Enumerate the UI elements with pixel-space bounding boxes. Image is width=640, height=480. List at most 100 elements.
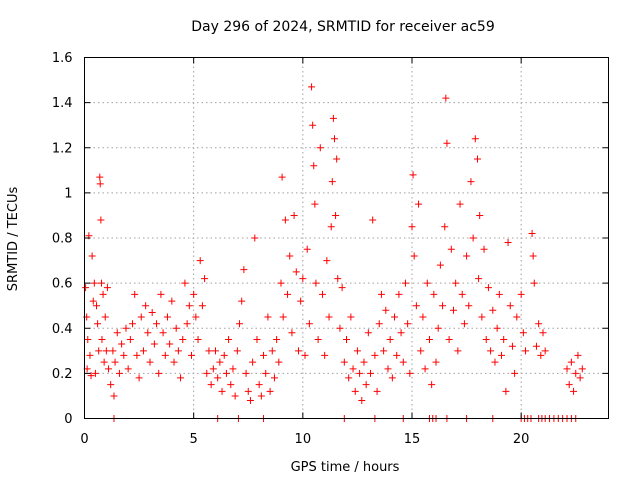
data-point (447, 245, 455, 253)
data-point (578, 365, 586, 373)
data-point (203, 369, 211, 377)
data-point (332, 211, 340, 219)
x-tick-label: 20 (513, 432, 530, 447)
data-point (380, 347, 388, 355)
data-point (111, 358, 119, 366)
data-point (410, 252, 418, 260)
data-point (508, 342, 516, 350)
data-point (113, 329, 121, 337)
data-point (476, 211, 484, 219)
data-point (417, 347, 425, 355)
data-point (439, 302, 447, 310)
data-point (98, 279, 106, 287)
data-point (314, 336, 322, 344)
data-point (330, 135, 338, 143)
data-point (309, 121, 317, 129)
data-point (498, 351, 506, 359)
data-point (120, 351, 128, 359)
data-point (218, 387, 226, 395)
data-point (506, 302, 514, 310)
data-point (159, 329, 167, 337)
data-point (356, 369, 364, 377)
data-point (246, 396, 254, 404)
data-point (310, 162, 318, 170)
data-point (377, 290, 385, 298)
data-point (207, 381, 215, 389)
data-point (288, 329, 296, 337)
data-point (163, 313, 171, 321)
data-point (329, 114, 337, 122)
data-point (312, 279, 320, 287)
data-point (434, 324, 442, 332)
plot-frame (84, 57, 609, 419)
data-point (454, 347, 462, 355)
data-point (284, 290, 292, 298)
data-point (153, 320, 161, 328)
data-point (318, 290, 326, 298)
data-point (86, 351, 94, 359)
data-point (391, 313, 399, 321)
data-point (563, 365, 571, 373)
data-point (99, 290, 107, 298)
data-point (161, 351, 169, 359)
data-point (463, 252, 471, 260)
data-point (91, 369, 99, 377)
data-point (495, 290, 503, 298)
data-points (82, 83, 586, 422)
data-point (110, 392, 118, 400)
data-point (179, 336, 187, 344)
data-point (183, 320, 191, 328)
data-point (474, 155, 481, 163)
data-point (185, 302, 193, 310)
data-point (135, 374, 143, 382)
data-point (511, 369, 519, 377)
data-point (97, 216, 105, 224)
data-point (364, 329, 372, 337)
data-point (96, 180, 104, 188)
data-point (428, 381, 436, 389)
data-point (442, 94, 450, 102)
data-point (321, 351, 329, 359)
data-point (519, 329, 527, 337)
data-point (316, 144, 324, 152)
data-point (408, 223, 416, 231)
data-point (423, 279, 431, 287)
data-point (482, 336, 490, 344)
data-point (409, 171, 417, 179)
data-point (513, 313, 521, 321)
data-point (198, 302, 206, 310)
data-point (388, 374, 396, 382)
data-point (251, 234, 259, 242)
data-point (216, 358, 224, 366)
data-point (279, 313, 287, 321)
data-point (460, 320, 468, 328)
x-tick-label: 5 (190, 432, 198, 447)
data-point (467, 178, 475, 186)
data-point (415, 200, 423, 208)
data-point (240, 266, 248, 274)
data-point (576, 374, 584, 382)
data-point (115, 369, 123, 377)
data-point (500, 336, 508, 344)
data-point (157, 290, 165, 298)
data-point (338, 284, 346, 292)
data-point (305, 320, 313, 328)
data-point (456, 200, 464, 208)
data-point (425, 336, 433, 344)
data-point (399, 358, 407, 366)
y-tick-label: 1.2 (52, 141, 73, 156)
data-point (255, 381, 263, 389)
data-point (105, 365, 113, 373)
data-point (471, 135, 479, 143)
y-tick-label: 0.6 (52, 277, 73, 292)
data-point (281, 216, 289, 224)
data-point (371, 351, 379, 359)
data-point (358, 396, 366, 404)
data-point (539, 329, 547, 337)
data-point (238, 297, 246, 305)
data-point (290, 211, 298, 219)
data-point (504, 239, 512, 247)
data-point (122, 324, 130, 332)
data-point (146, 358, 154, 366)
data-point (124, 365, 132, 373)
